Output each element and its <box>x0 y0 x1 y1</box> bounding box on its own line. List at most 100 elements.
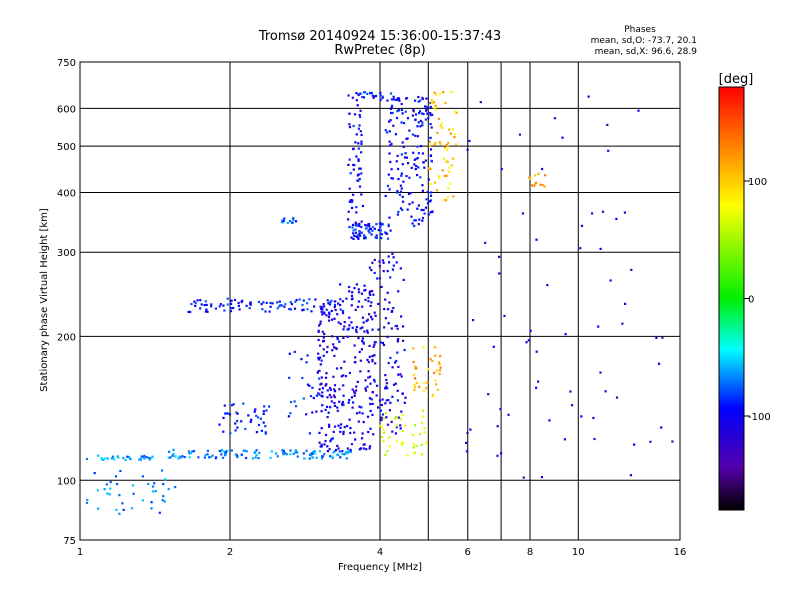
data-point <box>349 172 352 175</box>
data-point <box>368 224 371 227</box>
data-point <box>370 269 373 272</box>
data-point <box>287 415 290 418</box>
data-point <box>362 91 366 94</box>
data-point <box>385 382 388 385</box>
data-point <box>265 409 268 412</box>
data-point <box>353 394 356 397</box>
data-point <box>397 167 400 171</box>
data-point <box>316 371 319 374</box>
data-point <box>161 469 164 472</box>
data-point <box>423 381 426 385</box>
data-point <box>425 387 428 390</box>
data-point <box>255 449 258 452</box>
data-point <box>402 278 405 281</box>
data-point <box>220 448 223 452</box>
colorbar-tick-label: 100 <box>748 177 767 188</box>
data-point <box>373 95 376 98</box>
data-point <box>328 423 331 426</box>
data-point <box>322 354 325 357</box>
data-point <box>356 305 360 308</box>
data-point <box>234 453 237 456</box>
data-point <box>294 405 298 408</box>
data-point <box>414 113 418 116</box>
data-point <box>306 383 310 386</box>
data-point <box>388 130 391 133</box>
data-point <box>395 160 398 163</box>
data-point <box>348 324 351 327</box>
data-point <box>318 441 321 444</box>
data-point <box>529 177 532 180</box>
data-point <box>327 411 330 414</box>
data-point <box>318 324 321 327</box>
data-point <box>430 126 433 129</box>
data-point <box>327 316 330 319</box>
data-point <box>174 455 177 458</box>
stats-heading: Phases <box>624 25 656 35</box>
data-point <box>373 380 376 383</box>
data-point <box>285 453 288 456</box>
data-point <box>379 223 383 226</box>
data-point <box>309 395 313 398</box>
data-point <box>389 401 392 404</box>
data-point <box>318 377 321 380</box>
data-point <box>378 260 381 263</box>
data-point <box>403 122 406 125</box>
data-point <box>360 133 363 137</box>
data-point <box>357 173 360 176</box>
data-point <box>468 139 471 143</box>
data-point <box>276 301 279 304</box>
data-point <box>122 457 125 460</box>
data-point <box>414 385 417 389</box>
data-point <box>85 501 89 505</box>
data-point <box>366 415 370 418</box>
data-point <box>412 360 415 364</box>
data-point <box>535 238 538 241</box>
data-point <box>535 386 538 389</box>
colorbar-label: [deg] <box>719 72 754 87</box>
data-point <box>401 112 404 115</box>
data-point <box>325 308 328 311</box>
data-point <box>421 219 424 222</box>
data-point <box>381 96 384 99</box>
data-point <box>395 261 398 264</box>
data-point <box>338 388 341 391</box>
data-point <box>218 423 221 426</box>
data-point <box>440 122 443 125</box>
data-point <box>422 112 425 116</box>
data-point <box>342 384 345 387</box>
data-point <box>623 211 626 214</box>
data-point <box>624 302 627 305</box>
data-point <box>326 416 329 419</box>
data-point <box>348 187 351 190</box>
data-point <box>399 184 402 187</box>
data-point <box>117 456 120 459</box>
data-point <box>222 304 225 307</box>
data-point <box>289 308 292 311</box>
data-point <box>381 436 384 439</box>
data-point <box>281 219 284 222</box>
data-point <box>236 426 239 429</box>
data-point <box>340 367 343 370</box>
data-point <box>391 104 394 107</box>
data-point <box>324 376 328 379</box>
data-point <box>261 308 264 311</box>
data-point <box>357 291 361 294</box>
data-point <box>367 376 370 379</box>
data-point <box>388 188 391 191</box>
data-point <box>289 453 292 456</box>
data-point <box>416 135 419 138</box>
data-point <box>124 459 127 462</box>
data-point <box>435 369 439 372</box>
data-point <box>427 213 430 216</box>
data-point <box>414 99 417 102</box>
data-point <box>385 131 389 134</box>
data-point <box>629 474 632 477</box>
data-point <box>308 432 311 435</box>
data-point <box>352 124 355 128</box>
data-point <box>339 426 342 429</box>
data-point <box>362 321 365 324</box>
data-point <box>333 396 336 399</box>
data-point <box>341 402 344 406</box>
data-point <box>533 184 536 187</box>
data-point <box>302 397 305 400</box>
